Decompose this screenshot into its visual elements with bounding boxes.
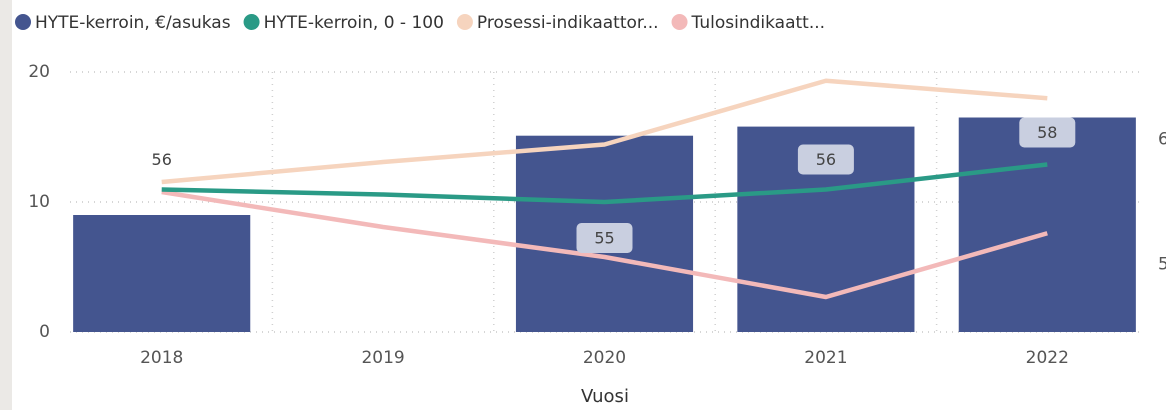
y2-tick-label: 6 <box>1158 130 1166 150</box>
data-label: 56 <box>816 150 836 169</box>
bar <box>958 117 1136 332</box>
x-tick-label: 2019 <box>361 348 404 368</box>
legend-marker <box>671 14 688 30</box>
y-tick-label: 10 <box>28 192 50 212</box>
legend-marker <box>15 14 31 30</box>
y2-tick-label: 5 <box>1158 255 1166 275</box>
data-label-box <box>1019 117 1076 148</box>
x-tick-label: 2020 <box>583 348 626 368</box>
legend-marker <box>243 14 260 30</box>
bar <box>73 215 251 332</box>
legend-label: Tulosindikaatt... <box>691 13 826 33</box>
data-label: 56 <box>152 150 172 169</box>
y-tick-label: 0 <box>39 322 50 342</box>
data-label: 58 <box>1037 123 1057 142</box>
legend-marker <box>456 14 473 30</box>
data-label: 55 <box>594 229 614 248</box>
legend-label: HYTE-kerroin, 0 - 100 <box>264 13 444 33</box>
x-tick-label: 2018 <box>140 348 183 368</box>
legend-label: HYTE-kerroin, €/asukas <box>35 13 231 33</box>
data-label-box <box>576 223 633 253</box>
x-axis-title: Vuosi <box>581 386 629 407</box>
line <box>161 78 1048 185</box>
x-tick-label: 2021 <box>804 348 847 368</box>
y-tick-label: 20 <box>28 62 50 82</box>
data-label-box <box>797 144 854 175</box>
line <box>161 162 1048 205</box>
line <box>161 189 1048 300</box>
side-strip <box>0 0 12 410</box>
legend-label: Prosessi-indikaattor... <box>477 13 659 33</box>
x-tick-label: 2022 <box>1026 348 1069 368</box>
